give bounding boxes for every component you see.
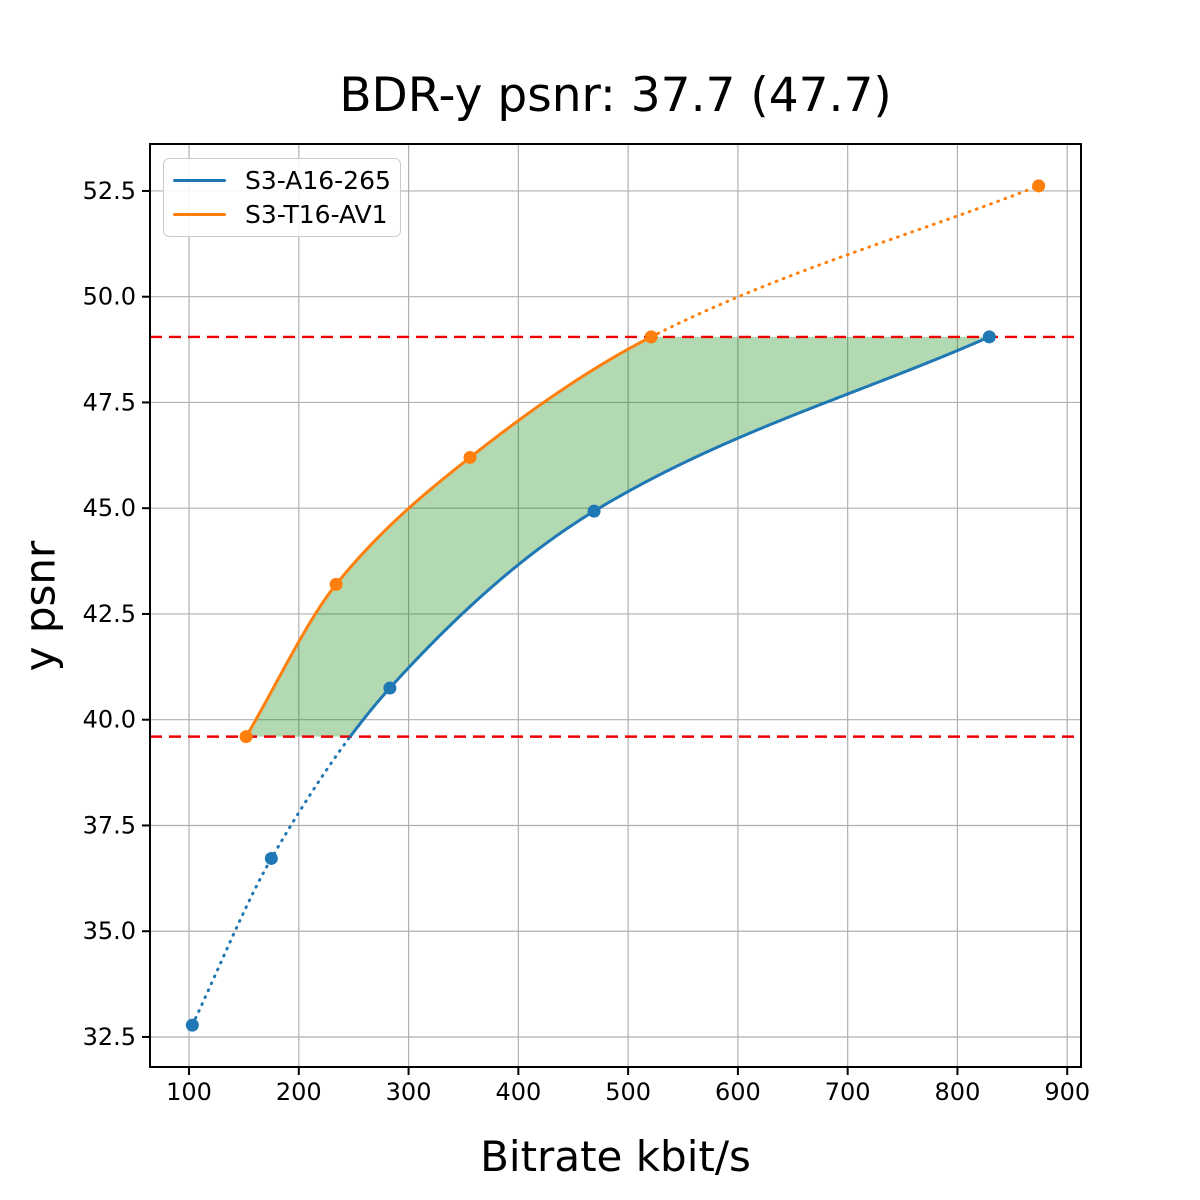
data-point-marker-s3-t16-av1	[239, 730, 253, 744]
data-point-marker-s3-t16-av1	[463, 450, 477, 464]
x-tick-label: 900	[1044, 1078, 1090, 1106]
y-tick-label: 50.0	[83, 283, 136, 311]
x-tick-label: 200	[276, 1078, 322, 1106]
y-axis-label: y psnr	[15, 540, 65, 672]
data-point-marker-s3-a16-265	[587, 504, 601, 518]
legend-label: S3-T16-AV1	[245, 200, 388, 229]
y-tick-label: 52.5	[83, 177, 136, 205]
y-tick-label: 40.0	[83, 706, 136, 734]
y-tick-label: 35.0	[83, 917, 136, 945]
legend-item-s3-a16-265: S3-A16-265	[173, 168, 400, 193]
legend-line-sample-blue	[173, 179, 226, 182]
y-tick-label: 42.5	[83, 600, 136, 628]
legend-line-sample-orange	[173, 213, 226, 216]
x-tick-label: 700	[825, 1078, 871, 1106]
data-point-marker-s3-a16-265	[982, 330, 996, 344]
y-tick-label: 45.0	[83, 494, 136, 522]
legend-item-s3-t16-av1: S3-T16-AV1	[173, 202, 400, 227]
x-tick-label: 400	[495, 1078, 541, 1106]
data-point-marker-s3-a16-265	[185, 1018, 199, 1032]
x-tick-label: 500	[605, 1078, 651, 1106]
data-point-marker-s3-t16-av1	[644, 330, 658, 344]
series-line-s3-a16-265	[349, 335, 990, 738]
x-tick-label: 100	[166, 1078, 212, 1106]
data-point-marker-s3-t16-av1	[329, 577, 343, 591]
x-tick-label: 300	[386, 1078, 432, 1106]
legend-label: S3-A16-265	[245, 166, 391, 195]
data-point-marker-s3-t16-av1	[1032, 179, 1046, 193]
y-tick-label: 32.5	[83, 1023, 136, 1051]
series-line-dotted-s3-a16-265	[190, 735, 352, 1027]
series-line-dotted-s3-t16-av1	[649, 184, 1041, 339]
bd-rate-shaded-area	[246, 336, 990, 737]
x-tick-label: 600	[715, 1078, 761, 1106]
data-point-marker-s3-a16-265	[264, 851, 278, 865]
data-point-marker-s3-a16-265	[383, 681, 397, 695]
y-tick-label: 47.5	[83, 388, 136, 416]
x-tick-label: 800	[935, 1078, 981, 1106]
axes-spines	[149, 143, 1082, 1068]
series-line-s3-t16-av1	[244, 335, 652, 738]
y-tick-label: 37.5	[83, 811, 136, 839]
x-axis-label: Bitrate kbit/s	[480, 1132, 751, 1181]
legend: S3-A16-265 S3-T16-AV1	[163, 158, 401, 237]
chart-title: BDR-y psnr: 37.7 (47.7)	[339, 68, 892, 123]
